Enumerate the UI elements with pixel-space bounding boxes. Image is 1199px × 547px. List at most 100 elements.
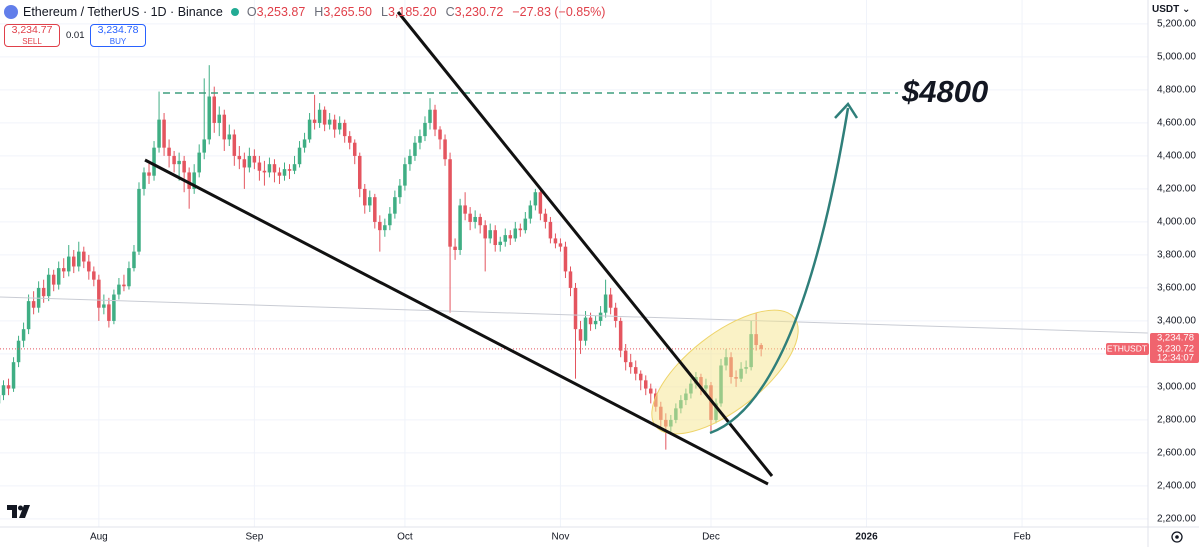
candle-body: [262, 170, 267, 173]
x-tick-label: Sep: [245, 532, 263, 543]
symbol-header: Ethereum / TetherUS · 1D · Binance O3,25…: [4, 3, 609, 21]
candle-body: [463, 205, 467, 214]
candle-body: [92, 271, 96, 280]
candle-body: [182, 160, 186, 173]
candle-body: [127, 268, 131, 287]
settings-icon[interactable]: [1171, 531, 1183, 543]
candle-body: [31, 301, 36, 308]
symbol-tag: ETHUSDT: [1107, 343, 1147, 353]
candle-body: [332, 119, 337, 130]
candle-body: [433, 109, 437, 130]
candle-body: [633, 367, 638, 374]
candle-body: [122, 284, 126, 287]
candle-body: [297, 147, 302, 165]
settings-icon-center[interactable]: [1175, 535, 1179, 539]
candle-body: [11, 362, 16, 389]
sell-price[interactable]: 3,234.77: [11, 24, 53, 36]
y-tick-label: 3,600.00: [1157, 283, 1196, 294]
buy-label[interactable]: BUY: [109, 37, 127, 46]
candle-body: [82, 251, 86, 262]
candle-body: [26, 301, 31, 330]
candle-body: [61, 268, 66, 272]
candle-body: [473, 216, 477, 222]
candle-body: [147, 172, 151, 176]
x-tick-label: Oct: [397, 532, 413, 543]
projection-arrow: [709, 107, 850, 435]
buy-button[interactable]: 3,234.78 BUY: [90, 24, 146, 47]
currency-selector[interactable]: USDT ⌄: [1152, 4, 1191, 15]
buy-price[interactable]: 3,234.78: [97, 24, 139, 36]
candle-body: [373, 197, 377, 222]
candle-body: [593, 320, 598, 325]
candle-body: [423, 122, 427, 137]
symbol-title[interactable]: Ethereum / TetherUS · 1D · Binance: [23, 5, 223, 19]
y-tick-label: 2,200.00: [1157, 514, 1196, 525]
candle-body: [573, 287, 578, 330]
candle-body: [383, 225, 387, 231]
candle-body: [398, 185, 402, 198]
candle-body: [418, 136, 422, 143]
candle-body: [543, 213, 548, 222]
y-tick-label: 4,000.00: [1157, 217, 1196, 228]
candle-body: [167, 147, 171, 156]
candle-body: [613, 307, 618, 321]
candle-body: [368, 197, 372, 206]
ohlc-value: 3,230.72: [454, 5, 504, 19]
candle-body: [162, 119, 166, 148]
candle-body: [102, 304, 106, 308]
ohlc-key: H: [314, 5, 324, 19]
candle-body: [51, 274, 56, 285]
candle-body: [478, 216, 482, 226]
candle-body: [352, 142, 357, 156]
candle-body: [458, 205, 462, 250]
quantity[interactable]: 0.01: [66, 30, 85, 41]
candle-body: [628, 362, 633, 368]
settings-button[interactable]: [1171, 531, 1183, 543]
candle-body: [207, 96, 211, 140]
candle-body: [583, 317, 588, 341]
candle-body: [142, 172, 146, 189]
sell-label[interactable]: SELL: [22, 37, 42, 46]
candle-body: [56, 268, 61, 285]
candle-body: [428, 109, 432, 123]
candle-body: [603, 294, 608, 313]
price-change: −27.83 (−0.85%): [512, 5, 606, 19]
candle-body: [598, 312, 603, 321]
candle-body: [523, 218, 528, 231]
axes: 2,200.00 2,400.00 2,600.00 2,800.00 3,000.00…: [90, 19, 1196, 543]
sell-button[interactable]: 3,234.77 SELL: [4, 24, 60, 47]
candle-body: [568, 271, 573, 288]
candle-body: [272, 164, 277, 173]
candle-body: [638, 373, 643, 381]
logo-part: [19, 505, 30, 518]
candle-body: [87, 261, 91, 272]
candle-body: [488, 230, 492, 239]
candle-body: [443, 139, 447, 160]
candle-body: [618, 320, 623, 351]
candle-body: [468, 213, 472, 222]
currency[interactable]: USDT: [1152, 4, 1180, 15]
x-tick-label: Dec: [702, 532, 720, 543]
candle-body: [252, 155, 257, 163]
tradingview-logo: [7, 505, 30, 518]
candle-body: [267, 164, 272, 173]
resistance-trendline: [396, 11, 774, 477]
y-tick-label: 2,400.00: [1157, 481, 1196, 492]
candle-body: [413, 142, 417, 156]
candle-body: [112, 294, 116, 321]
candle-body: [6, 385, 11, 389]
candle-body: [287, 169, 292, 171]
symbol-tag-box: [1106, 343, 1149, 355]
candle-body: [172, 155, 176, 165]
candle-body: [317, 109, 322, 123]
candle-body: [347, 136, 352, 143]
candle-body: [302, 139, 307, 148]
candle-body: [503, 235, 508, 242]
candle-body: [107, 304, 111, 321]
candle-body: [563, 246, 568, 272]
ohlc-key: O: [246, 5, 257, 19]
ohlc-key: C: [445, 5, 455, 19]
market-status: [230, 8, 239, 16]
